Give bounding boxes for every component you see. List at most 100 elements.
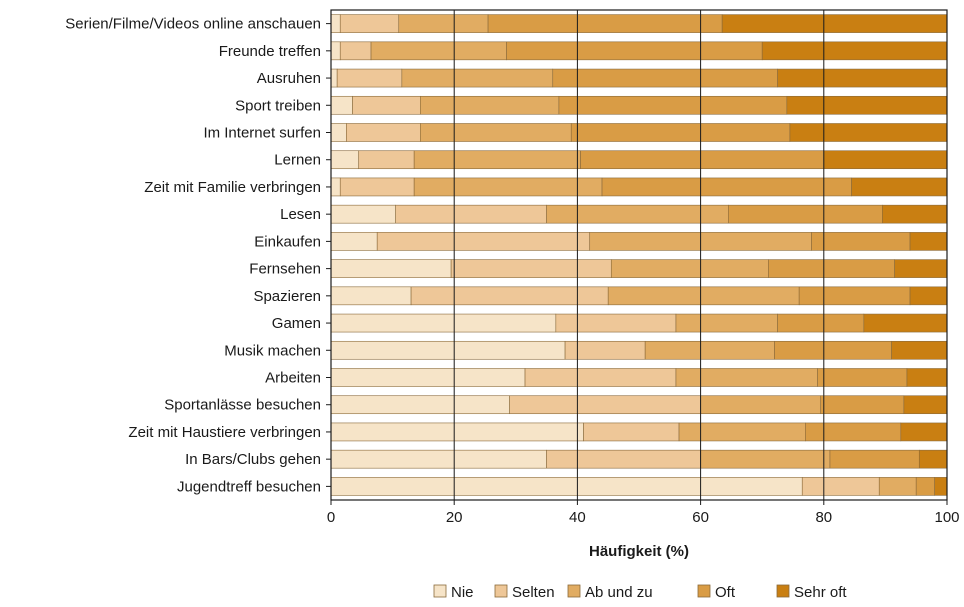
bar-segment-4-row-1 xyxy=(487,14,723,33)
bar-segment-2-row-9 xyxy=(376,232,591,251)
legend-swatch-2 xyxy=(494,584,508,598)
bar-segment-3-row-10 xyxy=(610,259,769,278)
legend-swatch-5 xyxy=(776,584,790,598)
bar-segment-5-row-9 xyxy=(909,232,948,251)
bars-layer xyxy=(330,14,948,496)
legend-swatch-4 xyxy=(697,584,711,598)
bar-segment-4-row-17 xyxy=(829,449,920,469)
bar-segment-3-row-18 xyxy=(878,477,917,496)
bar-segment-1-row-4 xyxy=(330,95,353,115)
bar-segment-4-row-6 xyxy=(580,150,825,170)
bar-segment-5-row-5 xyxy=(789,123,948,142)
category-label: Ausruhen xyxy=(257,70,321,87)
bar-segment-2-row-2 xyxy=(339,41,372,61)
bar-segment-1-row-3 xyxy=(330,68,338,88)
x-tick-label: 60 xyxy=(692,509,709,526)
bar-segment-3-row-4 xyxy=(420,95,560,115)
category-label: Sportanlässe besuchen xyxy=(164,397,321,414)
bar-segment-2-row-5 xyxy=(346,123,421,142)
x-axis-ticks: 0 20 40 60 80 100 xyxy=(327,500,960,526)
category-label: Zeit mit Familie verbringen xyxy=(144,179,321,196)
category-label: Zeit mit Haustiere verbringen xyxy=(128,424,321,441)
bar-segment-4-row-10 xyxy=(768,259,895,278)
legend-swatch-1 xyxy=(433,584,447,598)
bar-segment-2-row-1 xyxy=(339,14,400,33)
bar-segment-3-row-14 xyxy=(675,368,818,387)
bar-segment-2-row-7 xyxy=(339,177,415,197)
bar-segment-4-row-3 xyxy=(552,68,778,88)
category-label: Lernen xyxy=(274,152,321,169)
bar-segment-2-row-6 xyxy=(358,150,415,170)
bar-segment-4-row-7 xyxy=(601,177,852,197)
bar-segment-2-row-11 xyxy=(410,286,609,306)
x-tick-label: 20 xyxy=(446,509,463,526)
bar-segment-5-row-11 xyxy=(909,286,948,306)
bar-segment-5-row-18 xyxy=(934,477,948,496)
legend-label-1: Nie xyxy=(451,584,474,601)
bar-segment-4-row-9 xyxy=(811,232,911,251)
bar-segment-2-row-8 xyxy=(395,204,547,224)
x-axis-title: Häufigkeit (%) xyxy=(589,543,689,560)
legend-label-5: Sehr oft xyxy=(794,584,847,601)
bar-segment-1-row-16 xyxy=(330,422,584,442)
bar-segment-2-row-4 xyxy=(352,95,421,115)
legend: Nie Selten Ab und zu Oft Sehr oft xyxy=(433,584,847,601)
x-tick-label: 80 xyxy=(815,509,832,526)
bar-segment-3-row-11 xyxy=(607,286,800,306)
bar-segment-3-row-17 xyxy=(700,449,831,469)
bar-segment-5-row-3 xyxy=(777,68,948,88)
category-label: Arbeiten xyxy=(265,370,321,387)
bar-segment-2-row-3 xyxy=(336,68,403,88)
bar-segment-4-row-2 xyxy=(506,41,763,61)
bar-segment-4-row-13 xyxy=(774,340,892,360)
bar-segment-3-row-2 xyxy=(370,41,507,61)
bar-segment-1-row-13 xyxy=(330,340,566,360)
bar-segment-5-row-12 xyxy=(863,313,948,333)
category-label: Einkaufen xyxy=(254,233,321,250)
bar-segment-1-row-15 xyxy=(330,395,510,415)
bar-segment-2-row-18 xyxy=(801,477,880,496)
bar-segment-5-row-10 xyxy=(894,259,948,278)
category-label: Sport treiben xyxy=(235,97,321,114)
grid-layer xyxy=(326,9,948,501)
category-label: Freunde treffen xyxy=(219,43,321,60)
bar-segment-5-row-6 xyxy=(823,150,948,170)
category-label: Im Internet surfen xyxy=(203,125,321,142)
legend-label-4: Oft xyxy=(715,584,736,601)
bar-segment-3-row-15 xyxy=(700,395,822,415)
bar-segment-5-row-13 xyxy=(891,340,948,360)
bar-segment-5-row-2 xyxy=(761,41,948,61)
bar-segment-2-row-14 xyxy=(524,368,677,387)
plot-frame xyxy=(330,9,948,501)
bar-segment-3-row-13 xyxy=(644,340,775,360)
bar-segment-2-row-17 xyxy=(546,449,701,469)
bar-segment-5-row-4 xyxy=(786,95,948,115)
bar-segment-3-row-3 xyxy=(401,68,554,88)
bar-segment-4-row-16 xyxy=(805,422,902,442)
bar-segment-5-row-14 xyxy=(906,368,948,387)
legend-swatch-3 xyxy=(567,584,581,598)
bar-segment-1-row-5 xyxy=(330,123,347,142)
bar-segment-3-row-7 xyxy=(413,177,603,197)
bar-segment-5-row-16 xyxy=(900,422,948,442)
x-tick-label: 0 xyxy=(327,509,335,526)
bar-segment-1-row-14 xyxy=(330,368,526,387)
bar-segment-5-row-17 xyxy=(918,449,948,469)
bar-segment-3-row-16 xyxy=(678,422,806,442)
bar-segment-1-row-8 xyxy=(330,204,396,224)
category-label: Fernsehen xyxy=(249,261,321,278)
bar-segment-2-row-16 xyxy=(583,422,680,442)
bar-segment-4-row-14 xyxy=(817,368,908,387)
bar-segment-1-row-10 xyxy=(330,259,452,278)
bar-segment-3-row-12 xyxy=(675,313,778,333)
legend-label-3: Ab und zu xyxy=(585,584,653,601)
x-tick-label: 100 xyxy=(934,509,959,526)
category-label: Spazieren xyxy=(253,288,321,305)
bar-segment-4-row-11 xyxy=(798,286,911,306)
category-label: Musik machen xyxy=(224,342,321,359)
bar-segment-5-row-15 xyxy=(903,395,948,415)
bar-segment-4-row-5 xyxy=(570,123,791,142)
bar-segment-1-row-11 xyxy=(330,286,412,306)
bar-segment-1-row-9 xyxy=(330,232,378,251)
